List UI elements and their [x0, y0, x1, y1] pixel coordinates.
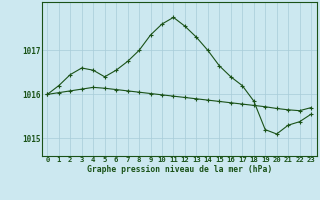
X-axis label: Graphe pression niveau de la mer (hPa): Graphe pression niveau de la mer (hPa) [87, 164, 272, 174]
